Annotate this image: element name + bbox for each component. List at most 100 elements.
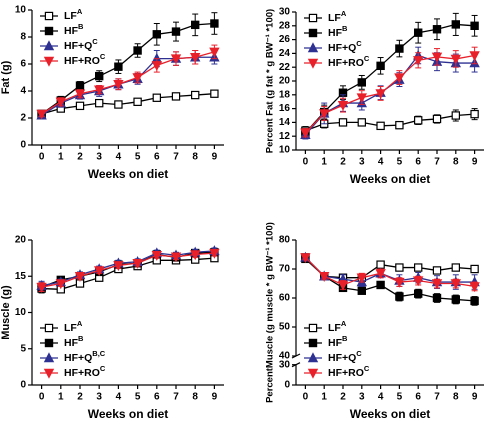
marker — [44, 323, 54, 333]
legend-sup: C — [92, 37, 98, 46]
x-tick-label: 0 — [39, 392, 45, 403]
y-tick-label: 12 — [279, 131, 291, 142]
x-tick-label: 0 — [39, 152, 45, 163]
x-tick-label: 1 — [58, 152, 64, 163]
marker — [356, 273, 367, 284]
legend-label: LFA — [328, 9, 347, 24]
marker — [210, 89, 219, 98]
x-tick-label: 6 — [154, 392, 160, 403]
legend-label: HFB — [328, 334, 348, 349]
legend-name: LF — [64, 10, 77, 22]
y-axis-label: PercentMuscle (g muscle * g BW⁻¹ *100) — [265, 222, 276, 403]
marker — [151, 61, 162, 72]
marker — [432, 266, 442, 275]
series-line — [304, 54, 475, 134]
marker — [43, 368, 55, 379]
legend-label: HF+ROC — [328, 364, 370, 379]
x-tick-label: 5 — [397, 157, 403, 168]
marker — [431, 279, 443, 290]
marker — [113, 261, 124, 272]
legend-sup: B — [342, 24, 348, 33]
legend-name: HF+RO — [328, 367, 364, 379]
legend-label: HF+QC — [328, 39, 362, 54]
x-tick-label: 7 — [434, 157, 440, 168]
marker — [470, 296, 479, 306]
x-tick-label: 9 — [472, 157, 478, 168]
marker — [414, 28, 423, 37]
legend-label: HF+ROC — [328, 54, 370, 69]
marker — [94, 266, 105, 277]
x-tick-label: 4 — [116, 152, 122, 163]
marker — [44, 11, 54, 21]
legend-sup: C — [364, 54, 370, 63]
marker — [432, 293, 442, 303]
y-tick-label: 30 — [279, 7, 291, 18]
x-tick-label: 8 — [192, 392, 198, 403]
marker — [451, 20, 461, 29]
marker — [375, 89, 386, 100]
legend-name: HF — [328, 337, 343, 349]
marker — [191, 90, 200, 100]
marker — [308, 323, 318, 333]
marker — [319, 272, 330, 282]
x-tick-label: 7 — [434, 392, 440, 403]
x-tick-label: 5 — [135, 392, 141, 403]
x-tick-label: 2 — [340, 157, 346, 168]
marker — [171, 92, 181, 101]
marker — [394, 73, 405, 84]
marker — [151, 251, 162, 261]
y-tick-label: 26 — [279, 34, 291, 45]
marker — [308, 28, 318, 38]
legend-name: HF — [64, 337, 79, 349]
marker — [44, 26, 54, 36]
marker — [307, 352, 319, 363]
marker — [94, 71, 104, 81]
marker — [432, 25, 442, 34]
series-line — [41, 51, 215, 115]
marker — [394, 277, 405, 288]
x-tick-label: 4 — [116, 392, 122, 403]
y-tick-label: 80 — [279, 235, 291, 246]
y-axis-label: Fat (g) — [0, 60, 12, 94]
legend-label: HF+ROC — [64, 364, 106, 379]
x-tick-label: 8 — [453, 157, 459, 168]
x-tick-label: 1 — [321, 392, 327, 403]
legend-sup: A — [341, 319, 347, 328]
legend-sup: B,C — [92, 349, 106, 358]
x-tick-label: 9 — [472, 392, 478, 403]
x-tick-label: 2 — [340, 392, 346, 403]
panel: 0 5 10 15 20 0 1 2 3 4 5 6 7 8 9 Weeks on diet Muscle (g… — [0, 235, 224, 421]
marker — [44, 338, 54, 348]
legend-sup: A — [77, 7, 83, 16]
series-line — [304, 258, 475, 302]
marker — [74, 272, 86, 282]
legend-name: HF+Q — [328, 42, 356, 54]
y-tick-label: 24 — [279, 48, 291, 59]
legend-label: HFB — [64, 22, 84, 37]
marker — [337, 100, 349, 111]
marker — [114, 62, 123, 71]
legend-sup: C — [356, 39, 362, 48]
legend-name: HF — [328, 27, 343, 39]
series-line — [41, 250, 215, 287]
marker — [338, 118, 348, 127]
y-tick-label: 0 — [284, 380, 290, 391]
legend-name: HF+RO — [328, 57, 364, 69]
x-tick-label: 2 — [77, 152, 83, 163]
y-tick-label: 18 — [279, 89, 291, 100]
marker — [132, 73, 143, 84]
x-tick-label: 7 — [173, 392, 179, 403]
x-tick-label: 0 — [303, 392, 309, 403]
marker — [43, 352, 55, 363]
marker — [300, 128, 311, 139]
x-axis-label: Weeks on diet — [88, 167, 168, 181]
marker — [308, 338, 318, 348]
x-tick-label: 5 — [397, 392, 403, 403]
legend-label: HF+ROC — [64, 52, 106, 67]
marker — [432, 114, 442, 124]
marker — [190, 53, 201, 63]
series-line — [304, 256, 475, 283]
